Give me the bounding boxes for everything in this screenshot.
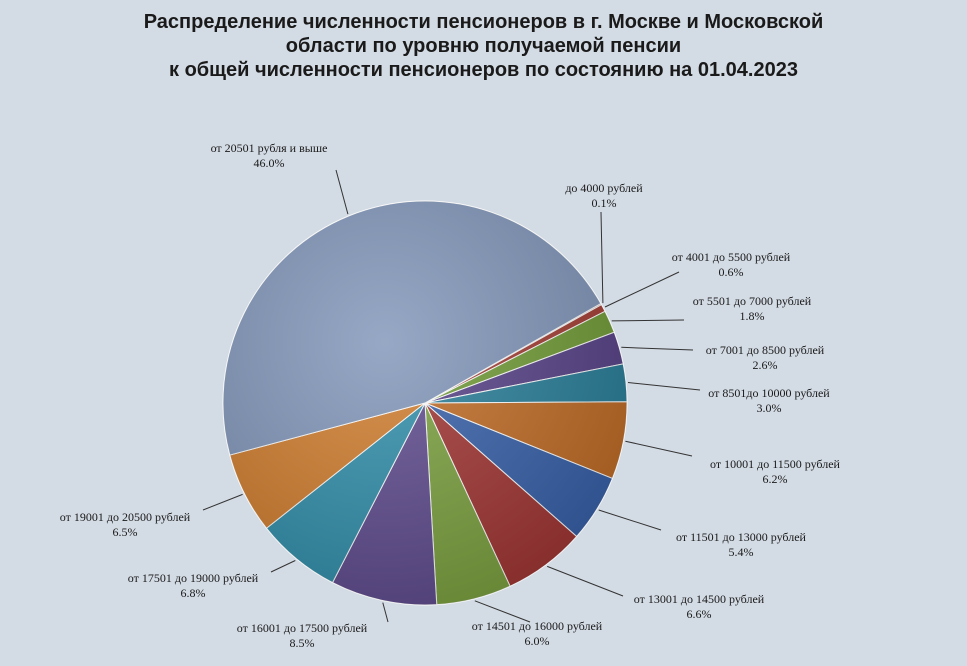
leader-line xyxy=(625,440,693,457)
chart-title-line-1: Распределение численности пенсионеров в … xyxy=(143,11,824,33)
slice-percent-label: 6.2% xyxy=(763,472,788,486)
leader-line xyxy=(547,565,624,597)
leader-line xyxy=(202,493,243,511)
slice-percent-label: 8.5% xyxy=(290,636,315,650)
slice-percent-label: 6.5% xyxy=(113,525,138,539)
slice-percent-label: 2.6% xyxy=(753,358,778,372)
pie-slices xyxy=(222,200,628,606)
slice-label: от 7001 до 8500 рублей 2.6% xyxy=(706,343,825,372)
slice-category-label: от 4001 до 5500 рублей xyxy=(672,250,791,264)
slice-percent-label: 46.0% xyxy=(254,156,285,170)
slice-percent-label: 1.8% xyxy=(740,309,765,323)
slice-label: от 19001 до 20500 рублей 6.5% xyxy=(60,510,191,539)
leader-line xyxy=(270,560,296,573)
leader-line xyxy=(474,600,531,623)
slice-percent-label: 0.6% xyxy=(719,265,744,279)
slice-percent-label: 6.0% xyxy=(525,634,550,648)
chart-title-line-2: области по уровню получаемой пенсии xyxy=(285,35,682,57)
slice-percent-label: 0.1% xyxy=(592,196,617,210)
slice-category-label: от 5501 до 7000 рублей xyxy=(693,294,812,308)
slice-category-label: от 11501 до 13000 рублей xyxy=(676,530,807,544)
slice-category-label: от 16001 до 17500 рублей xyxy=(237,621,368,635)
leader-line xyxy=(598,509,662,531)
slice-category-label: от 7001 до 8500 рублей xyxy=(706,343,825,357)
slice-label: от 13001 до 14500 рублей 6.6% xyxy=(634,592,765,621)
chart-title: Распределение численности пенсионеров в … xyxy=(0,10,967,82)
slice-category-label: от 13001 до 14500 рублей xyxy=(634,592,765,606)
chart-title-line-3: к общей численности пенсионеров по состо… xyxy=(169,59,798,81)
slice-label: от 17501 до 19000 рублей 6.8% xyxy=(128,571,259,600)
slice-label: от 4001 до 5500 рублей 0.6% xyxy=(672,250,791,279)
leader-line xyxy=(382,602,389,623)
slice-percent-label: 6.8% xyxy=(181,586,206,600)
slice-category-label: от 10001 до 11500 рублей xyxy=(710,457,841,471)
leader-line xyxy=(604,271,680,308)
slice-category-label: от 14501 до 16000 рублей xyxy=(472,619,603,633)
slice-category-label: от 20501 рубля и выше xyxy=(211,141,328,155)
slice-category-label: от 8501до 10000 рублей xyxy=(708,386,830,400)
slice-category-label: до 4000 рублей xyxy=(565,181,643,195)
slice-category-label: от 19001 до 20500 рублей xyxy=(60,510,191,524)
slice-percent-label: 5.4% xyxy=(729,545,754,559)
leader-line xyxy=(611,319,685,322)
leader-line xyxy=(600,211,604,304)
slice-label: до 4000 рублей 0.1% xyxy=(565,181,643,210)
slice-label: от 16001 до 17500 рублей 8.5% xyxy=(237,621,368,650)
slice-category-label: от 17501 до 19000 рублей xyxy=(128,571,259,585)
leader-line xyxy=(621,346,694,351)
leader-lines xyxy=(202,169,701,623)
slice-labels: до 4000 рублей 0.1% от 4001 до 5500 рублей… xyxy=(60,141,841,650)
leader-line xyxy=(627,382,701,391)
slice-label: от 11501 до 13000 рублей 5.4% xyxy=(676,530,807,559)
slice-label: от 14501 до 16000 рублей 6.0% xyxy=(472,619,603,648)
slice-percent-label: 3.0% xyxy=(757,401,782,415)
slice-label: от 8501до 10000 рублей 3.0% xyxy=(708,386,830,415)
slice-label: от 10001 до 11500 рублей 6.2% xyxy=(710,457,841,486)
slice-label: от 20501 рубля и выше 46.0% xyxy=(211,141,328,170)
slice-label: от 5501 до 7000 рублей 1.8% xyxy=(693,294,812,323)
leader-line xyxy=(335,169,349,215)
slice-percent-label: 6.6% xyxy=(687,607,712,621)
